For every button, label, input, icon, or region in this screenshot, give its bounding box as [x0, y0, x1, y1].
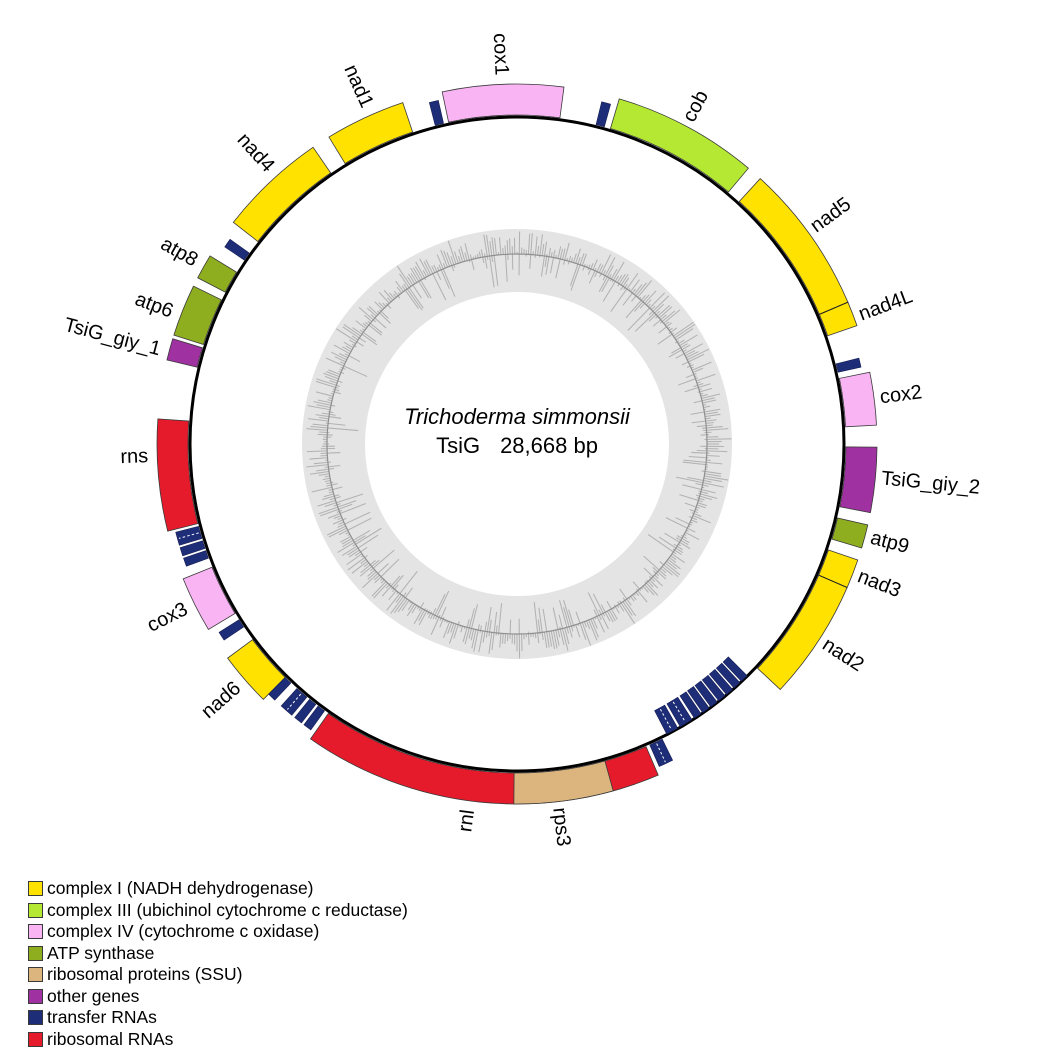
- trna-tick: [294, 698, 317, 724]
- legend-item: ATP synthase: [28, 943, 408, 965]
- genome-center-text: Trichoderma simmonsii TsiG 28,668 bp: [404, 402, 630, 461]
- trna-tick: [694, 680, 718, 708]
- gc-ring-bars: [306, 231, 732, 659]
- legend-swatch-atp: [28, 945, 43, 961]
- trna-tick: [218, 619, 245, 641]
- gene-label-nad5: nad5: [806, 193, 855, 237]
- trna-tick-divider: [178, 532, 199, 539]
- legend-swatch-complex1: [28, 881, 43, 897]
- trna-tick: [268, 677, 292, 701]
- trna-tick-divider: [287, 693, 302, 710]
- gene-label-cox3: cox3: [144, 598, 192, 637]
- gene-cox2: [838, 371, 877, 428]
- gene-cob: [609, 98, 749, 193]
- gene-label-rns: rns: [120, 445, 149, 468]
- legend-label: ribosomal proteins (SSU): [47, 964, 243, 984]
- trna-tick: [687, 686, 710, 714]
- gene-nad5: [738, 178, 849, 315]
- gene-atp6: [173, 285, 222, 346]
- trna-tick: [701, 674, 726, 702]
- gene-cox1: [441, 83, 565, 123]
- gene-label-atp9: atp9: [868, 527, 911, 558]
- legend: complex I (NADH dehydrogenase) complex II…: [28, 878, 408, 1050]
- legend-item: other genes: [28, 986, 408, 1008]
- legend-label: ATP synthase: [47, 942, 155, 963]
- trna-tick: [666, 696, 693, 728]
- legend-swatch-trna: [28, 1010, 43, 1026]
- trna-tick: [183, 550, 209, 567]
- legend-label: complex I (NADH dehydrogenase): [47, 878, 314, 898]
- gene-nad1: [328, 102, 414, 165]
- gc-ring-background: [302, 229, 732, 659]
- legend-swatch-complex3: [28, 902, 43, 918]
- legend-label: complex III (ubichinol cytochrome c redu…: [47, 899, 408, 920]
- gene-label-cox2: cox2: [879, 381, 924, 408]
- legend-item: complex I (NADH dehydrogenase): [28, 878, 408, 900]
- gene-label-atp6: atp6: [132, 288, 176, 322]
- gene-nad2: [757, 574, 848, 691]
- legend-item: ribosomal proteins (SSU): [28, 964, 408, 986]
- legend-label: complex IV (cytochrome c oxidase): [47, 921, 320, 941]
- gene-label-cox1: cox1: [489, 33, 513, 76]
- trna-tick: [224, 238, 250, 261]
- gene-label-nad4L: nad4L: [856, 285, 916, 325]
- genome-circle: [188, 115, 846, 773]
- species-name: Trichoderma simmonsii: [404, 404, 630, 429]
- gene-label-cob: cob: [678, 87, 713, 126]
- legend-item: ribosomal RNAs: [28, 1029, 408, 1051]
- trna-tick-divider: [672, 701, 686, 723]
- gene-label-rps3: rps3: [548, 806, 574, 847]
- gene-atp8: [197, 255, 238, 293]
- gene-cox3: [182, 566, 236, 630]
- gene-label-rnl: rnl: [454, 808, 479, 833]
- genome-size: 28,668 bp: [500, 433, 598, 458]
- gene-TsiG_giy_1: [166, 338, 203, 368]
- legend-label: ribosomal RNAs: [47, 1028, 174, 1049]
- gene-divider: [819, 301, 849, 315]
- trna-tick: [722, 656, 748, 682]
- gene-label-TsiG_giy_1: TsiG_giy_1: [62, 314, 163, 360]
- legend-swatch-other: [28, 988, 43, 1004]
- legend-swatch-complex4: [28, 924, 43, 940]
- gene-label-nad4: nad4: [233, 129, 279, 177]
- legend-swatch-rrna: [28, 1031, 43, 1047]
- legend-label: other genes: [47, 985, 140, 1006]
- gene-divider: [818, 574, 848, 589]
- legend-item: transfer RNAs: [28, 1007, 408, 1029]
- trna-tick: [715, 662, 741, 689]
- legend-swatch-rps: [28, 967, 43, 983]
- gene-nad4: [232, 146, 332, 243]
- trna-tick: [835, 357, 862, 373]
- gene-rns: [156, 418, 199, 532]
- gene-label-atp8: atp8: [157, 233, 202, 271]
- gene-nad6: [227, 639, 286, 701]
- trna-tick: [709, 668, 733, 695]
- gene-TsiG_giy_2: [839, 446, 878, 514]
- gene-label-nad6: nad6: [197, 677, 245, 723]
- legend-label: transfer RNAs: [47, 1007, 157, 1027]
- gene-rps3: [513, 760, 614, 805]
- trna-tick: [179, 540, 206, 557]
- trna-tick: [654, 704, 679, 735]
- gene-label-nad1: nad1: [339, 61, 377, 111]
- trna-tick: [679, 691, 702, 719]
- gene-label-nad2: nad2: [818, 634, 867, 677]
- trna-tick: [595, 101, 611, 128]
- legend-item: complex IV (cytochrome c oxidase): [28, 921, 408, 943]
- genome-id: TsiG: [436, 433, 481, 458]
- trna-tick-divider: [656, 743, 666, 763]
- trna-tick: [303, 705, 325, 731]
- gc-ring-baseline: [326, 253, 708, 635]
- gene-label-TsiG_giy_2: TsiG_giy_2: [880, 467, 981, 498]
- gene-label-nad3: nad3: [855, 565, 904, 602]
- trna-tick-divider: [659, 708, 673, 731]
- legend-item: complex III (ubichinol cytochrome c redu…: [28, 900, 408, 922]
- trna-tick: [428, 100, 444, 126]
- gene-atp9: [831, 517, 869, 549]
